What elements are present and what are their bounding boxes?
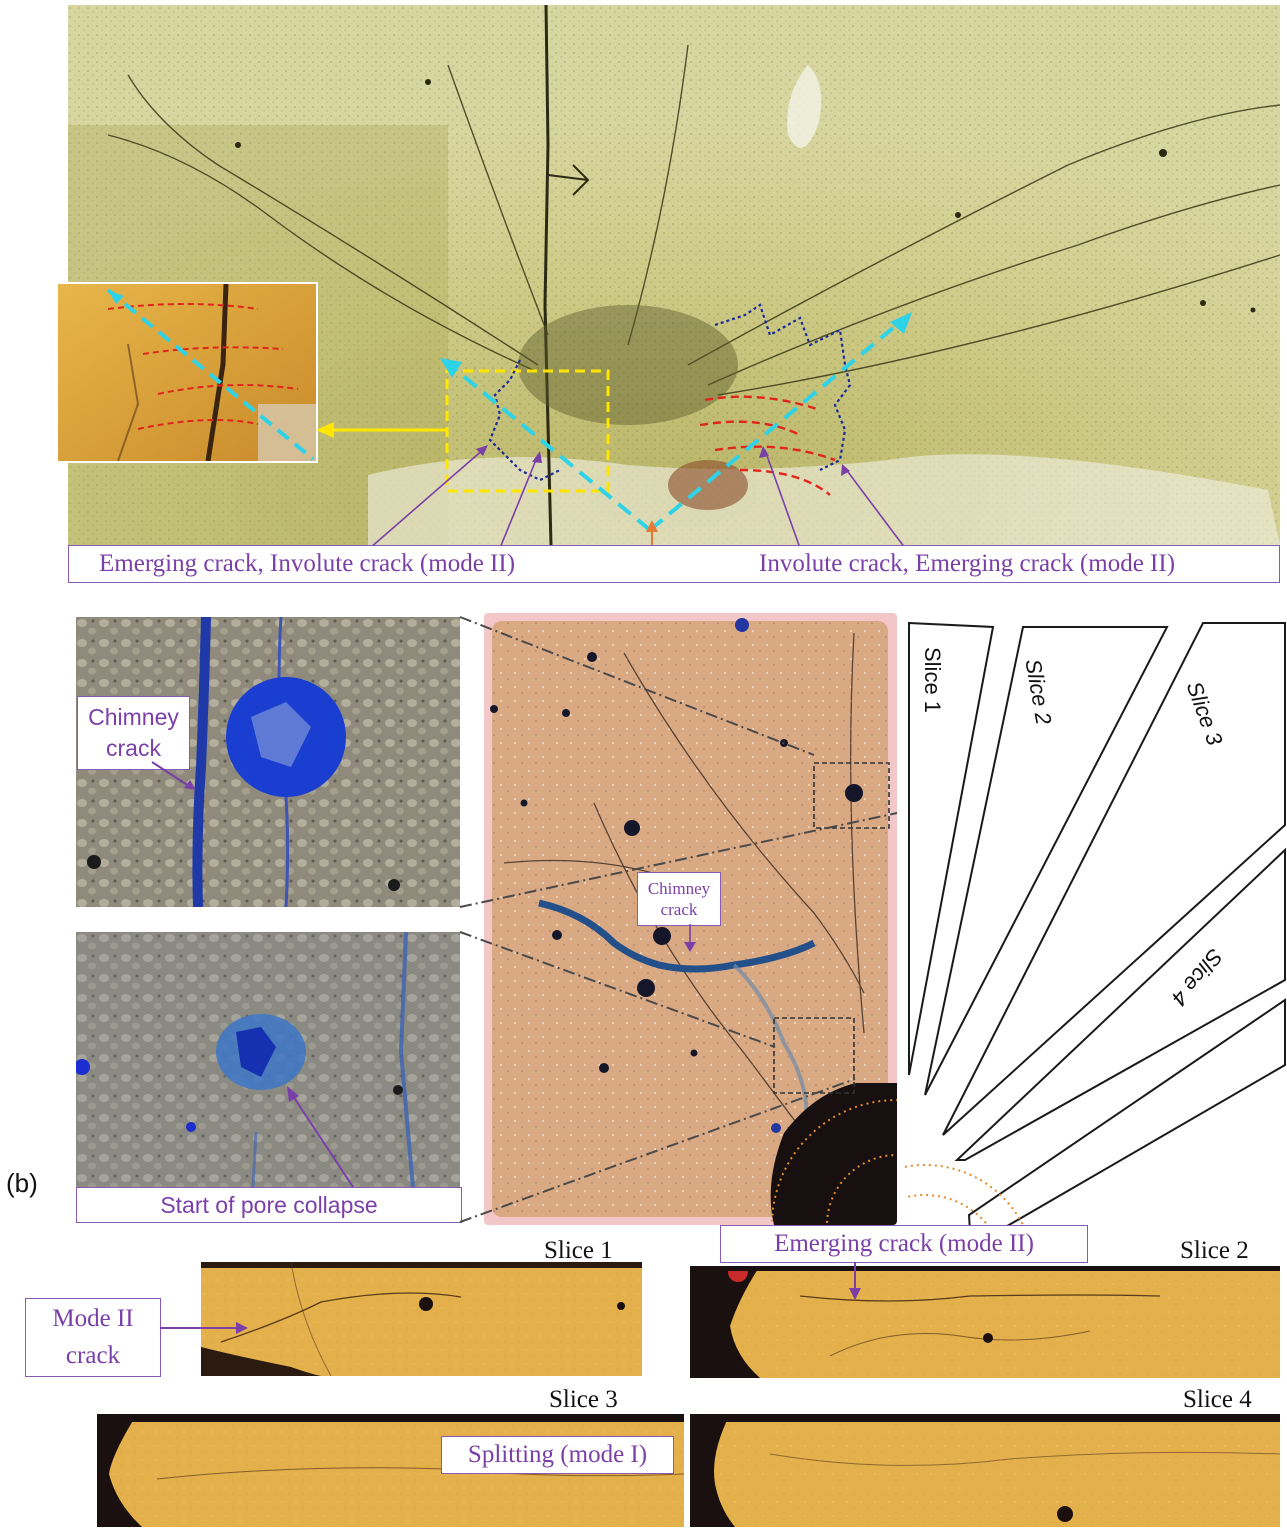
slice-diagram-label-1-text: Slice 1 [920, 647, 945, 714]
slice-2-shape [924, 626, 1169, 1096]
chimney-crack-callout-center: Chimney crack [637, 872, 721, 926]
slice-2-title: Slice 2 [1180, 1237, 1249, 1264]
slice-1-photo [201, 1262, 642, 1376]
slice-1-shape [908, 621, 995, 1076]
panel-b-label: (b) [6, 1168, 38, 1198]
slice-diagram [905, 621, 1286, 1255]
slice-2-photo [690, 1266, 1280, 1378]
splitting-callout: Splitting (mode I) [441, 1436, 674, 1474]
panel-a-specimen-photo [68, 5, 1280, 545]
label-right: Involute crack, Emerging crack (mode II) [759, 550, 1176, 577]
chimney-leader-arrow [151, 761, 196, 790]
micrograph-pore-collapse [76, 932, 460, 1222]
mode-ii-crack-callout: Mode II crack [25, 1298, 161, 1377]
slice-3-shape [942, 622, 1286, 1136]
pore-collapse-callout: Start of pore collapse [76, 1187, 462, 1223]
mode-ii-arrow [160, 1322, 248, 1334]
label-left: Emerging crack, Involute crack (mode II) [99, 550, 516, 577]
slice-3-title: Slice 3 [549, 1386, 618, 1413]
slice-4-shape [954, 847, 1286, 1161]
slice-4-photo [690, 1414, 1280, 1527]
panel-a-inset-zoom [56, 282, 318, 463]
emerging-arrow [849, 1262, 861, 1300]
chimney-crack-callout-left: Chimney crack [77, 696, 190, 770]
panel-a-label-bar: Emerging crack, Involute crack (mode II)… [68, 545, 1280, 583]
panel-a-annotation-overlay [316, 303, 912, 555]
slice-4-title: Slice 4 [1183, 1386, 1252, 1413]
pore-collapse-leader-arrow [287, 1086, 356, 1191]
chimney-center-arrow [684, 924, 696, 952]
slice-1-title: Slice 1 [544, 1237, 613, 1264]
projection-lines [459, 616, 898, 1223]
emerging-crack-callout: Emerging crack (mode II) [720, 1225, 1088, 1263]
